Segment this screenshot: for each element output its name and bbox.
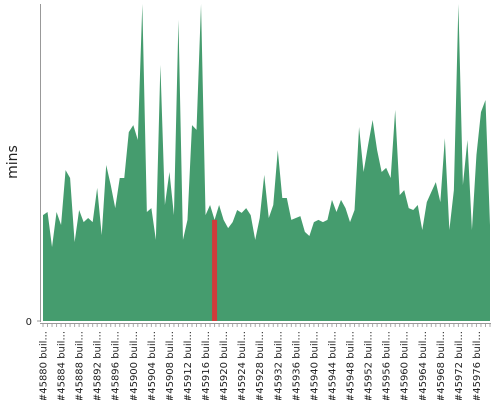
x-tick-label: #45916 buil... xyxy=(201,331,212,400)
x-tick-label: #45904 buil... xyxy=(147,331,158,400)
x-tick-label: #45896 buil... xyxy=(111,331,122,400)
y-axis-label: mins xyxy=(5,145,21,179)
x-tick-label: #45972 buil... xyxy=(454,331,465,400)
x-tick-label: #45908 buil... xyxy=(165,331,176,400)
x-tick-label: #45892 buil... xyxy=(93,331,104,400)
x-tick-label: #45920 buil... xyxy=(219,331,230,400)
x-tick-label: #45912 buil... xyxy=(183,331,194,400)
x-tick-label: #45960 buil... xyxy=(400,331,411,400)
highlight-bar xyxy=(212,219,218,321)
x-tick-label: #45884 buil... xyxy=(57,331,68,400)
x-tick-label: #45888 buil... xyxy=(75,331,86,400)
y-tick-label: 0 xyxy=(26,317,32,328)
x-tick-label: #45900 buil... xyxy=(129,331,140,400)
area xyxy=(43,4,490,321)
x-tick-label: #45932 buil... xyxy=(273,331,284,400)
x-tick-label: #45948 buil... xyxy=(346,331,357,400)
x-tick-label: #45956 buil... xyxy=(382,331,393,400)
x-tick-label: #45928 buil... xyxy=(255,331,266,400)
x-tick-label: #45944 buil... xyxy=(327,331,338,400)
x-tick-label: #45952 buil... xyxy=(364,331,375,400)
x-tick-label: #45940 buil... xyxy=(309,331,320,400)
x-tick-label: #45976 buil... xyxy=(472,331,483,400)
x-tick-label: #45880 buil... xyxy=(39,331,50,400)
x-tick-label: #45936 buil... xyxy=(291,331,302,400)
x-tick-label: #45924 buil... xyxy=(237,331,248,400)
x-tick-label: #45964 buil... xyxy=(418,331,429,400)
x-tick-label: #45968 buil... xyxy=(436,331,447,400)
